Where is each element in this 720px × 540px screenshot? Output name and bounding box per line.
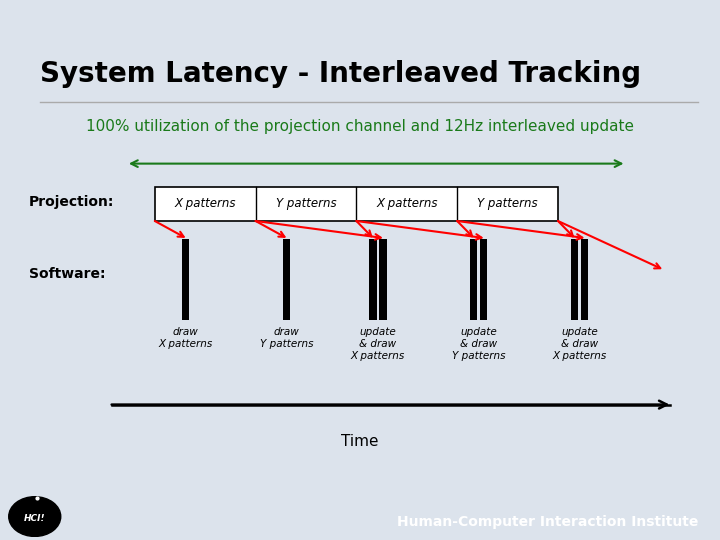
Text: Y patterns: Y patterns [477,197,538,210]
Text: Projection:: Projection: [29,195,114,209]
Text: System Latency - Interleaved Tracking: System Latency - Interleaved Tracking [40,60,641,88]
Text: X patterns: X patterns [174,197,236,210]
Text: Time: Time [341,434,379,449]
Text: HCI!: HCI! [24,514,45,523]
Ellipse shape [9,497,60,536]
Bar [480,239,487,320]
Text: update
& draw
X patterns: update & draw X patterns [351,327,405,361]
Bar [182,239,189,320]
Text: Human-Computer Interaction Institute: Human-Computer Interaction Institute [397,515,698,529]
Text: X patterns: X patterns [376,197,438,210]
Bar [581,239,588,320]
Bar [369,239,377,320]
Text: 100% utilization of the projection channel and 12Hz interleaved update: 100% utilization of the projection chann… [86,119,634,134]
Bar [571,239,578,320]
Text: update
& draw
X patterns: update & draw X patterns [552,327,607,361]
Text: draw
X patterns: draw X patterns [158,327,213,349]
Text: Software:: Software: [29,267,105,281]
Bar [379,239,387,320]
Bar [155,187,558,221]
Bar [283,239,290,320]
Text: update
& draw
Y patterns: update & draw Y patterns [452,327,505,361]
Bar [470,239,477,320]
Text: Y patterns: Y patterns [276,197,336,210]
Text: draw
Y patterns: draw Y patterns [260,327,313,349]
